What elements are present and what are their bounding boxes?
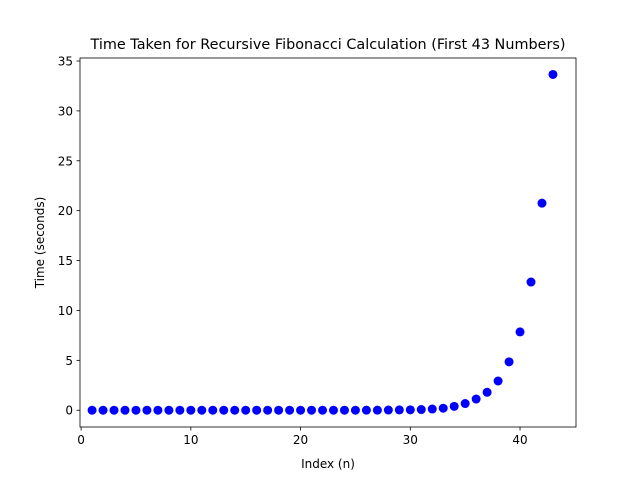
data-point (142, 405, 152, 415)
data-point (263, 405, 273, 415)
data-point (350, 405, 360, 415)
data-point (164, 405, 174, 415)
x-tick-label: 30 (403, 433, 418, 447)
plot-frame (79, 57, 577, 428)
data-point (526, 277, 536, 287)
y-tick-label: 20 (58, 204, 73, 218)
data-point (230, 405, 240, 415)
data-point (307, 405, 317, 415)
y-tick-label: 30 (58, 104, 73, 118)
data-point (219, 405, 229, 415)
chart-title: Time Taken for Recursive Fibonacci Calcu… (90, 37, 566, 53)
data-point (197, 405, 207, 415)
data-point (361, 405, 371, 415)
data-point (131, 405, 141, 415)
data-point (537, 198, 547, 208)
y-tick-label: 10 (58, 304, 73, 318)
data-point (274, 405, 284, 415)
y-axis-ticks: 0 5 10 15 20 25 30 35 (58, 54, 80, 418)
y-tick-label: 15 (58, 254, 73, 268)
y-tick-label: 5 (65, 354, 73, 368)
data-point (87, 405, 97, 415)
data-point (241, 405, 251, 415)
data-point (252, 405, 262, 415)
data-point (109, 405, 119, 415)
data-point (383, 405, 393, 415)
data-point (482, 387, 492, 397)
y-axis-label: Time (seconds) (33, 197, 47, 290)
data-point (153, 405, 163, 415)
data-point (504, 357, 514, 367)
data-point (416, 405, 426, 415)
y-tick-label: 25 (58, 154, 73, 168)
x-tick-label: 20 (293, 433, 308, 447)
data-point (372, 405, 382, 415)
x-axis-label: Index (n) (301, 457, 355, 471)
data-point (427, 404, 437, 414)
data-point (515, 327, 525, 337)
data-point (285, 405, 295, 415)
data-points (87, 69, 558, 415)
data-point (318, 405, 328, 415)
data-point (548, 69, 558, 79)
x-tick-label: 40 (512, 433, 527, 447)
data-point (438, 403, 448, 413)
data-point (296, 405, 306, 415)
data-point (208, 405, 218, 415)
x-axis-ticks: 0 10 20 30 40 (77, 427, 528, 447)
data-point (460, 399, 470, 409)
data-point (175, 405, 185, 415)
data-point (339, 405, 349, 415)
data-point (449, 401, 459, 411)
data-point (493, 376, 503, 386)
data-point (186, 405, 196, 415)
y-tick-label: 35 (58, 54, 73, 68)
data-point (471, 394, 481, 404)
x-tick-label: 10 (183, 433, 198, 447)
data-point (120, 405, 130, 415)
data-point (394, 405, 404, 415)
data-point (328, 405, 338, 415)
y-tick-label: 0 (65, 404, 73, 418)
data-point (98, 405, 108, 415)
x-tick-label: 0 (77, 433, 85, 447)
data-point (405, 405, 415, 415)
